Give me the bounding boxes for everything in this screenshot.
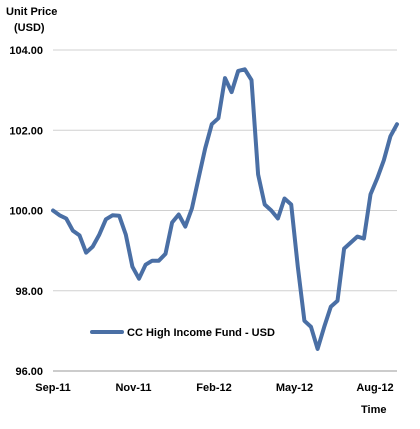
y-tick-label: 100.00 bbox=[9, 206, 43, 218]
x-tick-label: Feb-12 bbox=[196, 382, 231, 394]
y-tick-labels: 96.00 98.00 100.00 102.00 104.00 bbox=[9, 45, 43, 378]
legend-label: CC High Income Fund - USD bbox=[127, 327, 275, 339]
x-tick-label: Nov-11 bbox=[115, 382, 151, 394]
y-axis-title-line1: Unit Price bbox=[6, 6, 57, 18]
y-tick-label: 96.00 bbox=[15, 366, 43, 378]
y-axis-title-line2: (USD) bbox=[14, 22, 45, 34]
y-tick-label: 98.00 bbox=[15, 286, 43, 298]
y-tick-label: 102.00 bbox=[9, 125, 43, 137]
series-lines bbox=[51, 67, 399, 351]
x-tick-labels: Sep-11 Nov-11 Feb-12 May-12 Aug-12 bbox=[35, 382, 393, 394]
x-tick-label: May-12 bbox=[276, 382, 313, 394]
legend: CC High Income Fund - USD bbox=[90, 327, 275, 339]
x-tick-label: Aug-12 bbox=[356, 382, 393, 394]
series-line bbox=[51, 67, 399, 351]
y-tick-label: 104.00 bbox=[9, 45, 43, 57]
x-axis-title: Time bbox=[361, 404, 386, 416]
x-tick-label: Sep-11 bbox=[35, 382, 70, 394]
